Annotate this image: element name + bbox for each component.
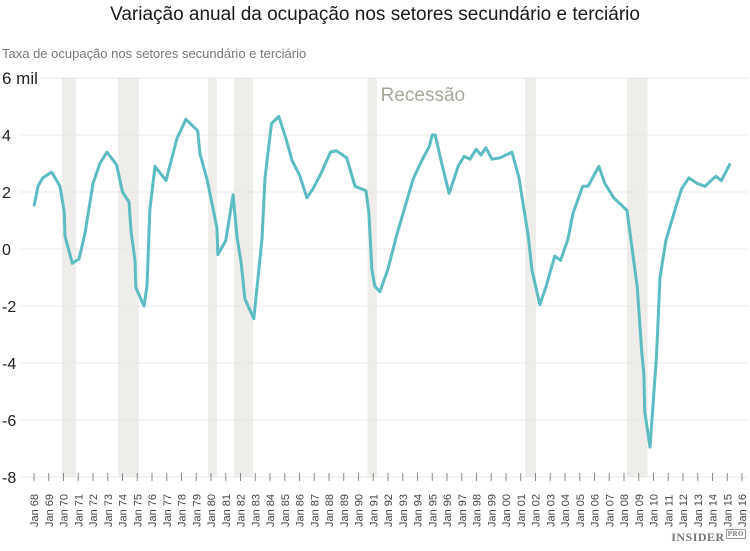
x-tick-label: Jan 89 — [339, 494, 351, 527]
x-tick-label: Jan 72 — [88, 494, 100, 527]
x-tick-label: Jan 93 — [398, 494, 410, 527]
y-tick-label: -6 — [2, 413, 16, 430]
x-tick-label: Jan 16 — [737, 494, 749, 527]
x-tick-label: Jan 97 — [457, 494, 469, 527]
x-tick-label: Jan 83 — [250, 494, 262, 527]
brand-name: INSIDER — [671, 530, 725, 544]
x-tick-label: Jan 01 — [516, 494, 528, 527]
x-tick-label: Jan 91 — [368, 494, 380, 527]
x-tick-label: Jan 78 — [177, 494, 189, 527]
x-tick-label: Jan 70 — [59, 494, 71, 527]
x-tick-label: Jan 77 — [162, 494, 174, 527]
x-tick-label: Jan 11 — [663, 495, 675, 527]
x-tick-label: Jan 79 — [191, 494, 203, 527]
x-tick-label: Jan 07 — [604, 494, 616, 527]
x-tick-label: Jan 96 — [442, 494, 454, 527]
recession-band — [208, 78, 217, 477]
y-tick-label: 0 — [2, 242, 11, 259]
brand-suffix: PRO — [725, 529, 746, 539]
x-tick-label: Jan 75 — [132, 494, 144, 527]
recession-annotation: Recessão — [381, 85, 466, 106]
x-tick-label: Jan 69 — [44, 494, 56, 527]
recession-band — [118, 78, 139, 477]
y-tick-label: -4 — [2, 356, 16, 373]
y-tick-label: 2 — [2, 185, 11, 202]
x-tick-label: Jan 86 — [295, 494, 307, 527]
x-tick-label: Jan 87 — [309, 494, 321, 527]
x-tick-label: Jan 81 — [221, 494, 233, 527]
x-tick-label: Jan 92 — [383, 494, 395, 527]
x-tick-label: Jan 99 — [486, 494, 498, 527]
x-tick-label: Jan 98 — [472, 494, 484, 527]
x-tick-label: Jan 08 — [619, 494, 631, 527]
x-tick-label: Jan 12 — [678, 494, 690, 527]
series-line — [32, 115, 732, 449]
x-tick-label: Jan 00 — [501, 494, 513, 527]
chart-title: Variação anual da ocupação nos setores s… — [110, 4, 640, 25]
x-tick-label: Jan 09 — [634, 494, 646, 527]
x-tick-label: Jan 03 — [545, 494, 557, 527]
x-tick-label: Jan 10 — [649, 494, 661, 527]
x-tick-label: Jan 02 — [531, 494, 543, 527]
y-axis-label: Taxa de ocupação nos setores secundário … — [2, 46, 307, 61]
x-tick-label: Jan 88 — [324, 494, 336, 527]
y-tick-label: -8 — [2, 470, 16, 487]
x-tick-label: Jan 73 — [103, 494, 115, 527]
x-tick-label: Jan 74 — [118, 494, 130, 527]
x-tick-label: Jan 82 — [236, 494, 248, 527]
recession-band — [525, 78, 536, 477]
brand-logo: INSIDER PRO — [671, 529, 746, 545]
x-tick-label: Jan 80 — [206, 494, 218, 527]
x-tick-label: Jan 14 — [708, 494, 720, 527]
x-tick-label: Jan 15 — [722, 494, 734, 527]
x-tick-label: Jan 71 — [73, 494, 85, 527]
x-tick-label: Jan 04 — [560, 494, 572, 527]
x-tick-label: Jan 84 — [265, 494, 277, 527]
x-tick-label: Jan 76 — [147, 494, 159, 527]
recession-band — [62, 78, 77, 477]
x-tick-label: Jan 13 — [693, 494, 705, 527]
x-tick-label: Jan 85 — [280, 494, 292, 527]
x-tick-label: Jan 95 — [427, 494, 439, 527]
x-tick-label: Jan 05 — [575, 494, 587, 527]
y-tick-label: -2 — [2, 299, 16, 316]
y-tick-label: 4 — [2, 128, 11, 145]
y-tick-label: 6 mil — [2, 69, 38, 88]
x-tick-label: Jan 68 — [29, 494, 41, 527]
x-tick-label: Jan 90 — [354, 494, 366, 527]
x-tick-label: Jan 94 — [413, 494, 425, 527]
x-tick-label: Jan 06 — [590, 494, 602, 527]
